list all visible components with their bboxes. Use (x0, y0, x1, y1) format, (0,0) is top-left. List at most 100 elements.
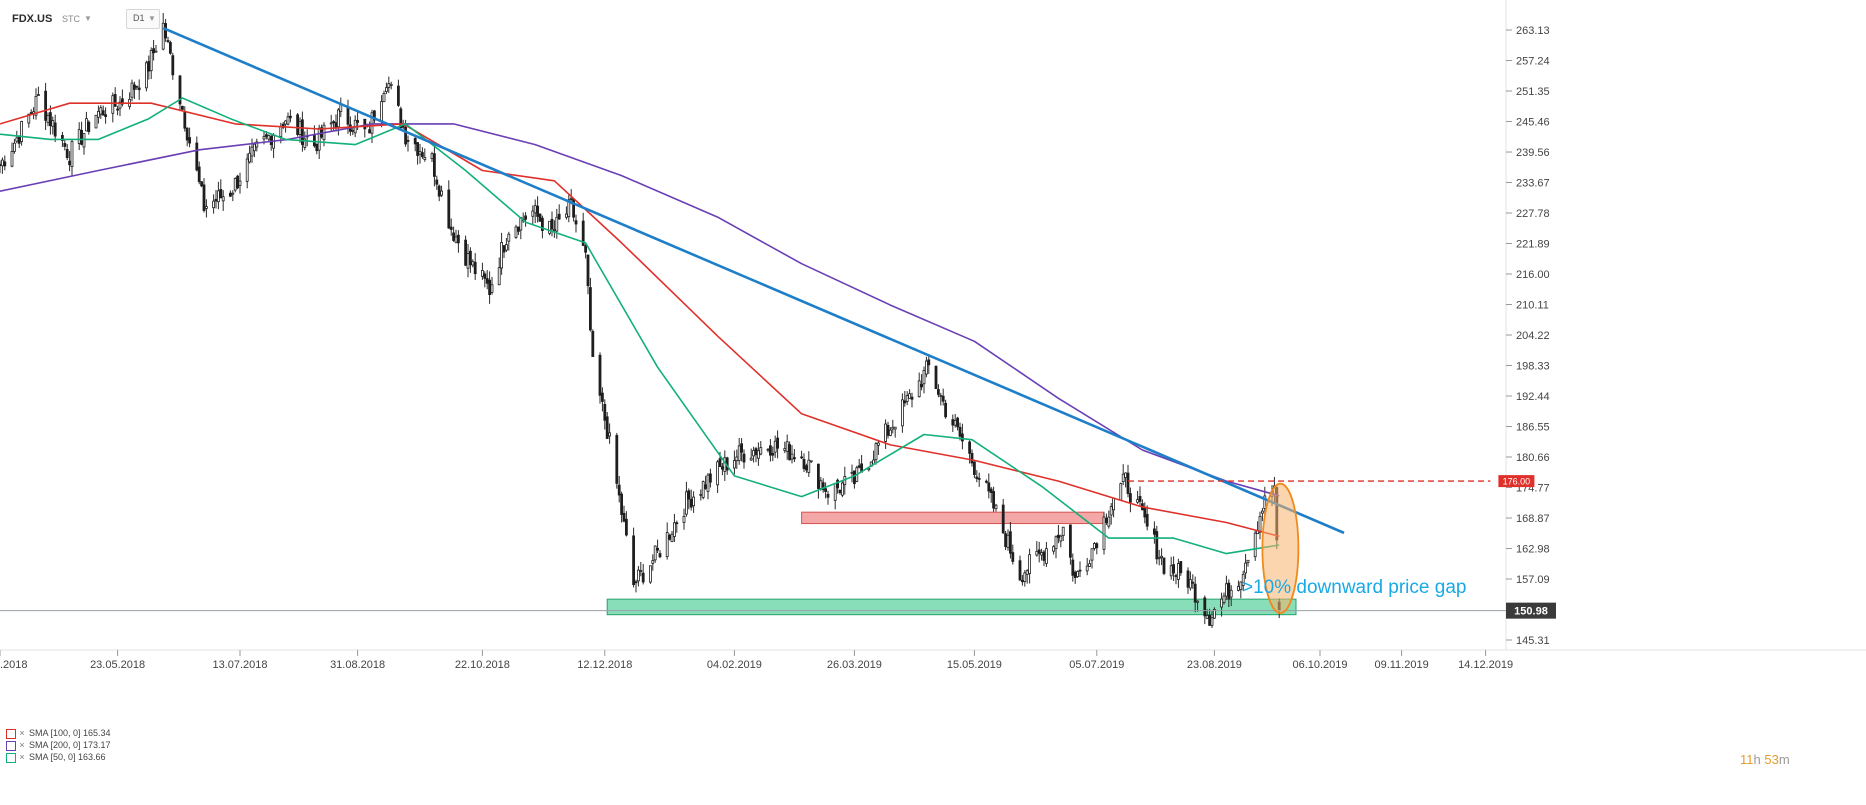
candle-up (267, 135, 271, 140)
timeframe-selector[interactable]: D1 ▼ (126, 9, 160, 29)
candle-down (826, 493, 830, 498)
candle-down (488, 279, 492, 295)
candle-up (1229, 589, 1233, 598)
candle-down (356, 120, 360, 123)
candle-down (1057, 534, 1060, 539)
y-tick-label: 204.22 (1516, 330, 1550, 342)
candle-up (901, 399, 904, 427)
market-chevron-down-icon[interactable]: ▼ (84, 14, 92, 23)
candle-down (1001, 504, 1005, 534)
candle-down (538, 213, 542, 222)
candle-down (104, 114, 107, 117)
market-type-selector[interactable]: STC (62, 14, 80, 24)
legend-sma50-label: SMA [50, 0] 163.66 (29, 752, 106, 762)
sma50-close-icon[interactable]: × (19, 752, 25, 762)
candle-up (766, 448, 770, 451)
candle-up (893, 426, 897, 430)
candle-down (603, 403, 607, 421)
candle-down (927, 359, 931, 366)
candle-down (617, 484, 621, 496)
candle-up (34, 95, 38, 116)
candle-up (874, 443, 878, 460)
candle-up (161, 22, 165, 50)
candle-up (238, 180, 242, 186)
candle-up (504, 244, 508, 251)
candle-down (214, 198, 218, 202)
candle-up (1189, 579, 1192, 589)
candle-up (567, 199, 571, 218)
candle-up (877, 442, 880, 446)
candle-up (1112, 497, 1115, 511)
candle-up (382, 93, 386, 103)
candle-up (1035, 550, 1039, 556)
candle-down (87, 121, 91, 132)
candle-up (1054, 536, 1058, 550)
candle-up (905, 395, 909, 402)
candle-down (985, 480, 988, 483)
candle-up (500, 242, 504, 269)
candle-up (12, 142, 16, 152)
candle-up (507, 233, 511, 242)
candle-up (785, 441, 789, 452)
candle-down (776, 437, 779, 449)
candle-up (250, 146, 254, 157)
candle-up (221, 196, 225, 202)
timeframe-label: D1 (133, 13, 145, 23)
sma100-settings-icon[interactable] (6, 728, 16, 739)
candle-up (1059, 535, 1063, 542)
candle-up (917, 380, 921, 398)
resistance-price-label: 176.00 (1503, 477, 1531, 487)
candle-up (759, 447, 763, 455)
candle-up (608, 432, 611, 437)
candle-down (718, 458, 722, 468)
candle-up (651, 560, 655, 564)
sma200-settings-icon[interactable] (6, 740, 16, 751)
x-tick-label: 05.07.2019 (1069, 659, 1124, 671)
candle-up (1052, 546, 1055, 552)
candle-up (1090, 548, 1094, 561)
candle-up (833, 483, 837, 501)
candle-down (137, 87, 141, 91)
candle-up (670, 533, 674, 542)
candle-down (264, 134, 268, 137)
candle-up (70, 141, 74, 167)
candle-down (793, 457, 796, 460)
candle-up (1088, 563, 1091, 567)
candle-up (649, 565, 652, 583)
sma100-close-icon[interactable]: × (19, 728, 25, 738)
candle-up (553, 228, 556, 231)
candle-countdown-timer: 11h 53m (1740, 752, 1790, 767)
candle-down (641, 572, 645, 583)
candle-up (248, 152, 252, 163)
x-tick-label: 09.11.2019 (1374, 659, 1428, 671)
candle-up (440, 190, 444, 196)
candle-up (97, 110, 100, 118)
candle-up (1177, 563, 1180, 580)
sma200-close-icon[interactable]: × (19, 740, 25, 750)
candle-up (1023, 572, 1027, 582)
resistance-zone (801, 511, 1105, 525)
legend-row-sma200: × SMA [200, 0] 173.17 (6, 739, 111, 751)
candle-down (1009, 531, 1012, 554)
candle-down (581, 220, 585, 246)
downtrend-line (162, 26, 1345, 535)
candle-down (485, 278, 489, 284)
sma50-settings-icon[interactable] (6, 752, 16, 763)
candle-down (404, 127, 408, 145)
y-tick-label: 162.98 (1516, 544, 1550, 556)
candle-down (53, 122, 57, 137)
candle-up (255, 141, 259, 148)
x-tick-label: 31.08.2018 (330, 659, 385, 671)
candle-down (315, 143, 319, 152)
candle-down (228, 192, 232, 197)
candle-up (51, 120, 55, 127)
candle-up (303, 138, 307, 148)
candle-up (1061, 526, 1065, 536)
candle-up (466, 253, 470, 269)
candle-up (884, 423, 887, 442)
candle-down (456, 234, 460, 244)
candle-up (279, 126, 283, 137)
candle-down (121, 98, 124, 105)
y-tick-label: 221.89 (1516, 239, 1550, 251)
